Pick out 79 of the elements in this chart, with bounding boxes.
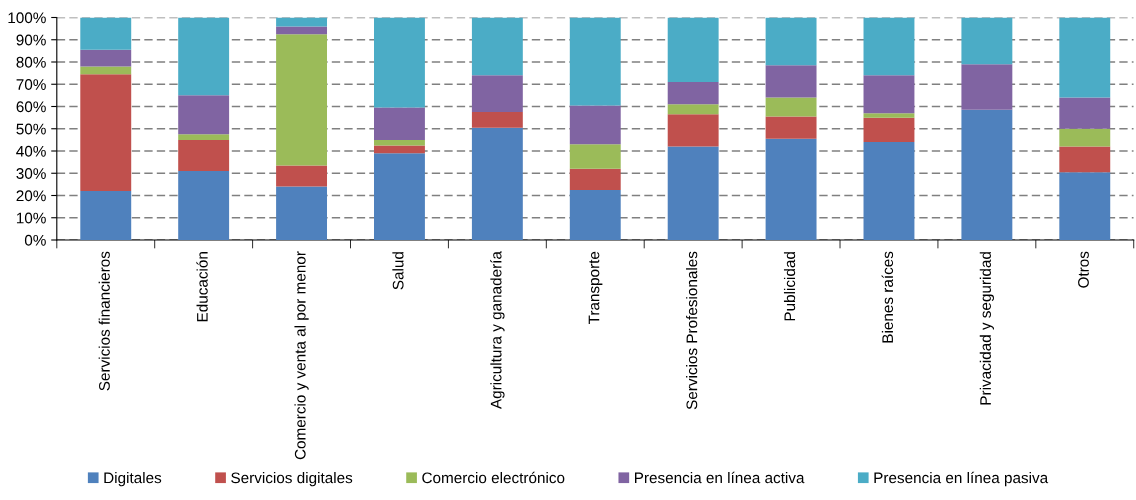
x-tick-label: Servicios Profesionales [686,251,698,410]
bar [276,165,328,187]
bar [765,97,817,117]
bar [961,64,1013,110]
y-tick-label: 90% [16,34,46,46]
bar [765,138,817,240]
bar [961,109,1013,240]
bar [471,17,523,76]
bar [961,17,1013,65]
bar [765,116,817,139]
y-tick-label: 50% [16,123,46,135]
bar [1059,17,1111,98]
x-tick-label: Agricultura y ganadería [490,251,505,410]
x-tick-label: Servicios financieros [98,251,110,391]
y-tick-label: 70% [16,79,46,90]
y-tick-label: 20% [16,190,46,202]
bar [374,153,425,240]
legend-label: Comercio electrónico [422,471,565,484]
x-tick-label: Salud [392,252,404,290]
bar [863,113,915,118]
x-tick-label: Privacidad y seguridad [979,252,994,405]
y-tick-label: 10% [16,212,46,224]
y-tick-label: 60% [16,101,46,113]
y-tick-label: 40% [16,145,46,157]
bar [863,75,915,114]
bar [276,186,328,240]
legend-label: Digitales [104,472,162,487]
bar [276,17,328,27]
bar [80,74,132,192]
y-tick-label: 80% [16,56,46,68]
bar [667,82,719,105]
bar [569,105,621,145]
bar [276,26,328,35]
x-tick-label: Publicidad [783,252,796,321]
bar [863,17,915,76]
bar [80,49,132,67]
bar [765,17,817,66]
bar [374,145,425,154]
bar [667,17,719,83]
bar [667,114,719,147]
bar [765,65,817,98]
bar [569,144,621,169]
bar [569,17,621,106]
bar [374,139,425,146]
bar [667,146,719,240]
bar [80,191,132,240]
legend-label: Presencia en línea activa [635,471,805,484]
bar [1059,128,1111,147]
bar [80,66,132,75]
bar [471,75,523,113]
bar [178,139,230,172]
y-tick-label: 0% [24,234,46,246]
legend-label: Servicios digitales [231,472,353,487]
y-tick-label: 30% [16,168,46,179]
bar [276,34,328,166]
bar [667,104,719,115]
bar [178,95,230,135]
legend-label: Presencia en línea pasiva [874,471,1049,487]
bar [1059,146,1111,173]
bar [471,112,523,128]
x-tick-label: Transporte [588,251,603,325]
bar [863,117,915,143]
bar [863,142,915,240]
bar [80,17,132,50]
bar [374,107,425,140]
bar [471,127,523,240]
x-tick-label: Otros [1078,251,1089,288]
bar [178,17,230,96]
bar [374,17,425,108]
bar [569,168,621,190]
bar [178,171,230,240]
bar [1059,172,1111,240]
x-tick-label: Bienes raíces [881,251,894,343]
bar [1059,97,1111,129]
x-tick-label: Educación [196,252,208,322]
bar [569,189,621,240]
x-tick-label: Comercio y venta al por menor [294,251,309,460]
bar [178,134,230,140]
y-tick-label: 100% [8,12,46,24]
